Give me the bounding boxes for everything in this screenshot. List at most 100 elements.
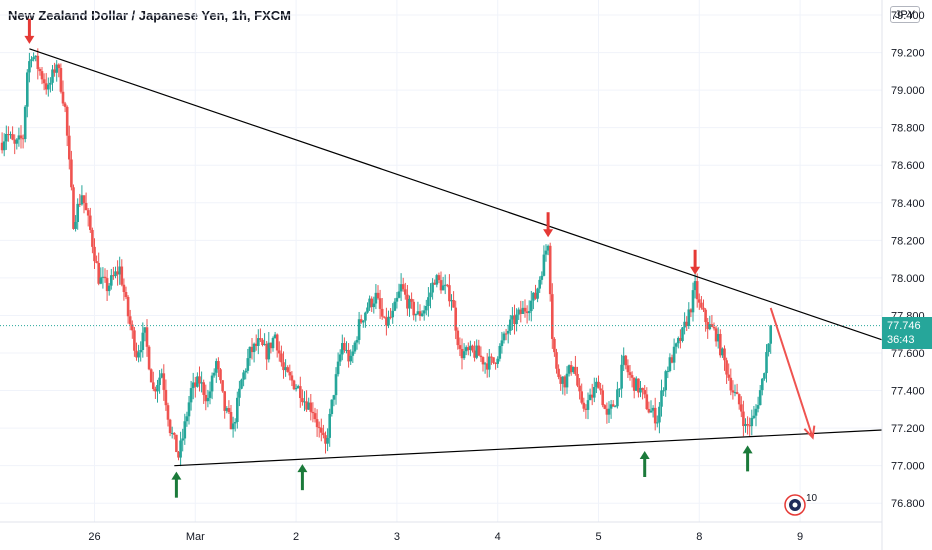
candle (296, 384, 300, 389)
candle-body (395, 297, 399, 302)
candle (116, 260, 119, 286)
candle-body (769, 325, 773, 344)
candle-body (15, 139, 19, 144)
tradingview-logo-icon[interactable] (784, 494, 806, 516)
candle (309, 393, 313, 421)
candle-body (693, 281, 697, 291)
candle (181, 428, 185, 452)
candle (544, 244, 548, 262)
candle-body (584, 408, 588, 410)
candle-body (708, 324, 712, 330)
candle-body (538, 279, 542, 289)
candle-body (553, 338, 556, 353)
candle-body (65, 106, 69, 136)
candle (200, 371, 203, 393)
candle (496, 356, 500, 368)
candle (756, 396, 760, 413)
candle-body (542, 254, 546, 276)
candle (179, 431, 182, 467)
candle (723, 345, 726, 371)
candle (118, 256, 122, 285)
candle (15, 138, 19, 150)
candle (11, 126, 14, 141)
currency-badge[interactable]: JPY (890, 6, 920, 23)
candle (731, 380, 735, 400)
candle-body (605, 408, 609, 415)
candle (59, 63, 63, 94)
candle (679, 329, 682, 349)
candle-body (17, 135, 21, 140)
candle (469, 340, 472, 357)
candle-body (78, 203, 82, 205)
candle (193, 376, 197, 398)
candle-body (51, 69, 54, 83)
candle (521, 300, 525, 315)
candle (700, 296, 703, 310)
candle-body (40, 71, 44, 80)
candle (315, 409, 319, 437)
candle (760, 377, 764, 396)
candle (233, 418, 237, 432)
candle (126, 295, 130, 324)
candle-body (357, 319, 361, 340)
candle-body (288, 371, 292, 376)
candle-body (315, 419, 319, 428)
candle-body (567, 365, 571, 374)
candle (424, 299, 428, 316)
candle-body (292, 380, 296, 390)
candle (550, 283, 554, 349)
candle (718, 329, 722, 358)
candle-body (334, 374, 338, 396)
candle (305, 390, 308, 412)
candle-body (328, 413, 332, 438)
candle (511, 307, 514, 331)
candle-body (487, 356, 491, 370)
candle (729, 368, 733, 396)
candle-body (340, 343, 344, 355)
candle (445, 283, 449, 288)
candle-body (725, 360, 728, 375)
candle-body (685, 321, 689, 326)
candle-body (668, 357, 672, 371)
candle-body (716, 333, 720, 342)
candle (93, 238, 96, 270)
candle (61, 80, 65, 106)
candle (422, 305, 426, 321)
candle (763, 372, 766, 381)
candle (294, 384, 298, 392)
candle (0, 132, 4, 154)
candle (42, 73, 46, 91)
candle (420, 310, 424, 317)
candle (727, 363, 731, 381)
candle-body (473, 350, 476, 358)
candle-body (557, 368, 560, 378)
candle (590, 383, 594, 406)
candle-body (368, 298, 371, 308)
candle-body (63, 103, 67, 107)
candle-body (175, 434, 178, 453)
candle (267, 331, 271, 363)
candle (76, 198, 80, 230)
candle (582, 397, 586, 412)
candle-body (574, 366, 577, 374)
y-tick-label: 78.000 (891, 273, 925, 285)
candle (403, 282, 407, 300)
candle (609, 399, 613, 419)
candle (542, 245, 546, 277)
candle-body (477, 345, 481, 356)
candle (103, 268, 107, 283)
candle (498, 343, 502, 362)
candle-body (393, 301, 397, 311)
candle (624, 354, 628, 370)
candle-body (389, 316, 392, 318)
candle-body (118, 266, 122, 275)
candle-body (160, 373, 164, 378)
candle-body (466, 347, 470, 351)
candle (204, 384, 208, 411)
candle (452, 291, 455, 308)
candle (65, 105, 69, 147)
candle (221, 380, 224, 393)
candle (133, 327, 136, 357)
candle (370, 296, 374, 312)
